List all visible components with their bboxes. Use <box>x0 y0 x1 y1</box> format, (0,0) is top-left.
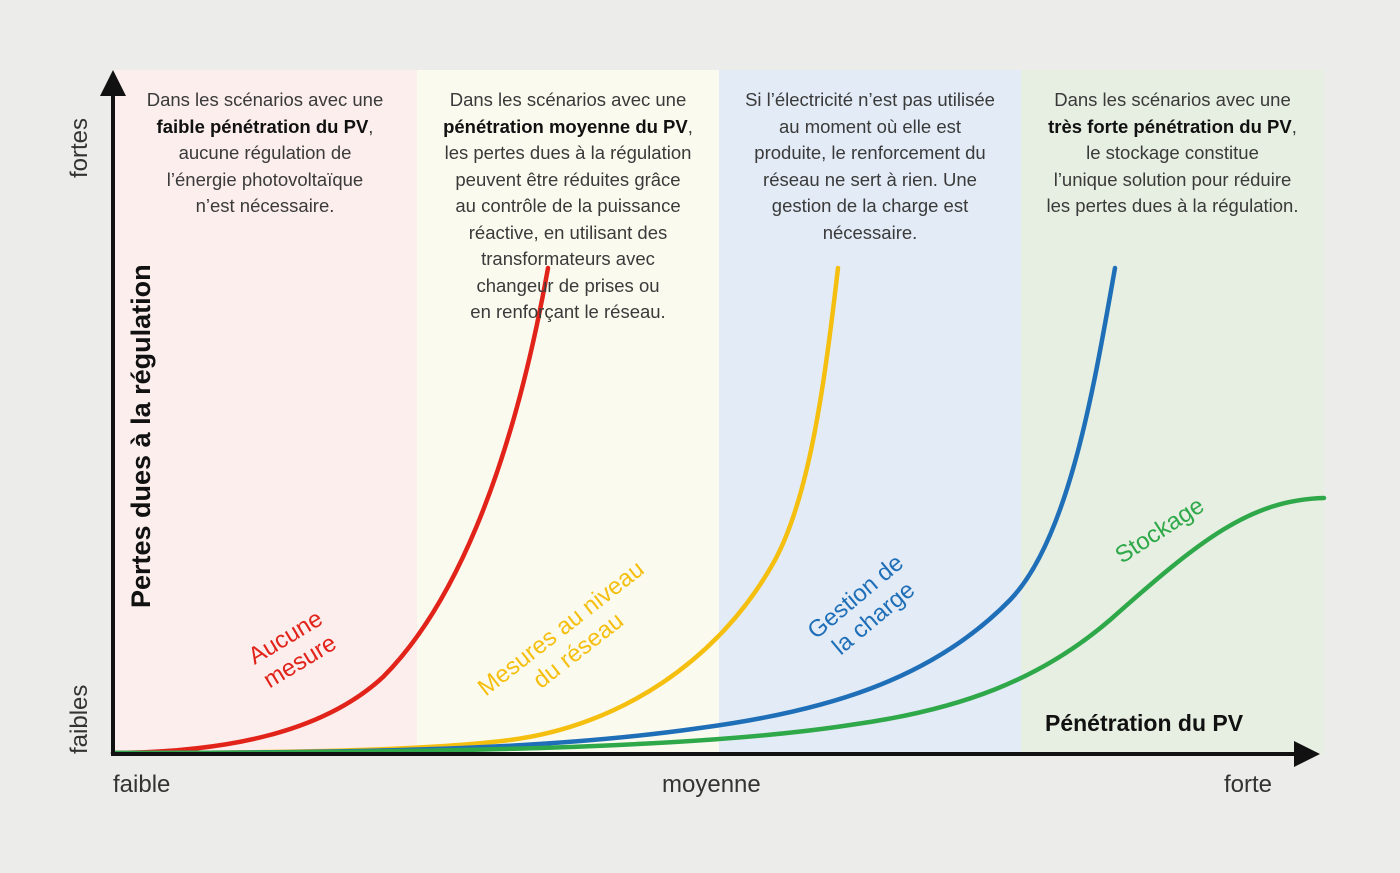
zone-text-line: aucune régulation de <box>113 140 417 167</box>
zone-high-background <box>719 70 1021 754</box>
zone-text-line: réseau ne sert à rien. Une <box>719 167 1021 194</box>
zone-text-run: , <box>368 115 374 137</box>
zone-high-description: Si l’électricité n’est pas utilisée au mo… <box>719 87 1021 246</box>
zone-text-run: au contrôle de la puissance <box>455 195 681 216</box>
zone-text-run: en renforçant le réseau. <box>470 301 666 322</box>
y-axis-high-label: fortes <box>66 117 93 178</box>
x-tick-medium: moyenne <box>662 771 761 798</box>
zone-text-run: réseau ne sert à rien. Une <box>763 168 977 190</box>
zone-text-line: faible pénétration du PV, <box>113 114 417 141</box>
zone-text-line: peuvent être réduites grâce <box>417 167 719 194</box>
zone-low-description: Dans les scénarios avec une faible pénétr… <box>113 87 417 220</box>
zone-medium-description: Dans les scénarios avec une pénétration m… <box>417 87 719 326</box>
zone-text-run: , <box>1291 115 1297 137</box>
zone-text-line: très forte pénétration du PV, <box>1021 114 1324 141</box>
zone-very-high-description: Dans les scénarios avec une très forte pé… <box>1021 87 1324 220</box>
zone-text-line: au contrôle de la puissance <box>417 193 719 220</box>
curve-storage <box>110 495 1327 756</box>
zone-text-line: Si l’électricité n’est pas utilisée <box>719 87 1021 114</box>
zone-text-run: aucune régulation de <box>178 142 352 163</box>
zone-text-run: Dans les scénarios avec une <box>1054 89 1291 110</box>
zone-text-run: Si l’électricité n’est pas utilisée <box>745 89 995 110</box>
zone-text-run: nécessaire. <box>822 221 918 243</box>
zone-text-emphasis: très forte pénétration du PV <box>1048 115 1292 137</box>
zone-text-line: en renforçant le réseau. <box>417 299 719 326</box>
zone-text-run: au moment où elle est <box>778 115 962 137</box>
zone-low-background <box>113 70 417 754</box>
zone-text-line: Dans les scénarios avec une <box>417 87 719 114</box>
zone-medium-background <box>417 70 719 754</box>
zone-text-line: pénétration moyenne du PV, <box>417 114 719 141</box>
zone-text-line: l’unique solution pour réduire <box>1021 167 1324 194</box>
zone-text-emphasis: faible pénétration du PV <box>156 115 369 137</box>
zone-text-run: n’est nécessaire. <box>195 195 335 216</box>
zone-text-run: réactive, en utilisant des <box>468 221 668 243</box>
zone-text-line: les pertes dues à la régulation <box>417 140 719 167</box>
zone-text-run: les pertes dues à la régulation. <box>1046 195 1299 216</box>
curve-no-measure <box>110 265 551 756</box>
y-axis-arrowhead <box>100 70 126 96</box>
zone-text-line: Dans les scénarios avec une <box>1021 87 1324 114</box>
zone-very-high-background <box>1021 70 1324 754</box>
zone-text-run: produite, le renforcement du <box>754 142 986 163</box>
zone-text-line: nécessaire. <box>719 220 1021 247</box>
zone-text-line: au moment où elle est <box>719 114 1021 141</box>
zone-text-run: , <box>687 115 693 137</box>
x-tick-high: forte <box>1224 771 1273 798</box>
zone-text-run: changeur de prises ou <box>476 274 660 296</box>
zone-text-run: les pertes dues à la régulation <box>444 142 692 163</box>
x-axis-title: Pénétration du PV <box>1045 710 1244 736</box>
zone-text-line: changeur de prises ou <box>417 273 719 300</box>
zone-text-line: l’énergie photovoltaïque <box>113 167 417 194</box>
zone-text-run: l’énergie photovoltaïque <box>166 168 364 190</box>
y-axis-low-label: faibles <box>66 684 93 754</box>
zone-text-run: peuvent être réduites grâce <box>455 168 681 190</box>
zone-text-line: transformateurs avec <box>417 246 719 273</box>
zone-text-line: les pertes dues à la régulation. <box>1021 193 1324 220</box>
zone-text-line: le stockage constitue <box>1021 140 1324 167</box>
zone-text-run: l’unique solution pour réduire <box>1053 168 1292 190</box>
zone-text-run: le stockage constitue <box>1086 142 1259 163</box>
zone-text-line: n’est nécessaire. <box>113 193 417 220</box>
zone-text-emphasis: pénétration moyenne du PV <box>443 115 688 137</box>
zone-text-run: transformateurs avec <box>481 248 655 269</box>
zone-text-line: produite, le renforcement du <box>719 140 1021 167</box>
zone-text-run: Dans les scénarios avec une <box>146 89 384 110</box>
zone-text-run: gestion de la charge est <box>771 195 969 216</box>
zone-text-line: réactive, en utilisant des <box>417 220 719 247</box>
zone-text-line: gestion de la charge est <box>719 193 1021 220</box>
x-tick-low: faible <box>113 771 171 798</box>
x-axis-arrowhead <box>1294 741 1320 767</box>
zone-text-line: Dans les scénarios avec une <box>113 87 417 114</box>
y-axis-title: Pertes dues à la régulation <box>126 264 156 608</box>
zone-text-run: Dans les scénarios avec une <box>449 89 687 110</box>
